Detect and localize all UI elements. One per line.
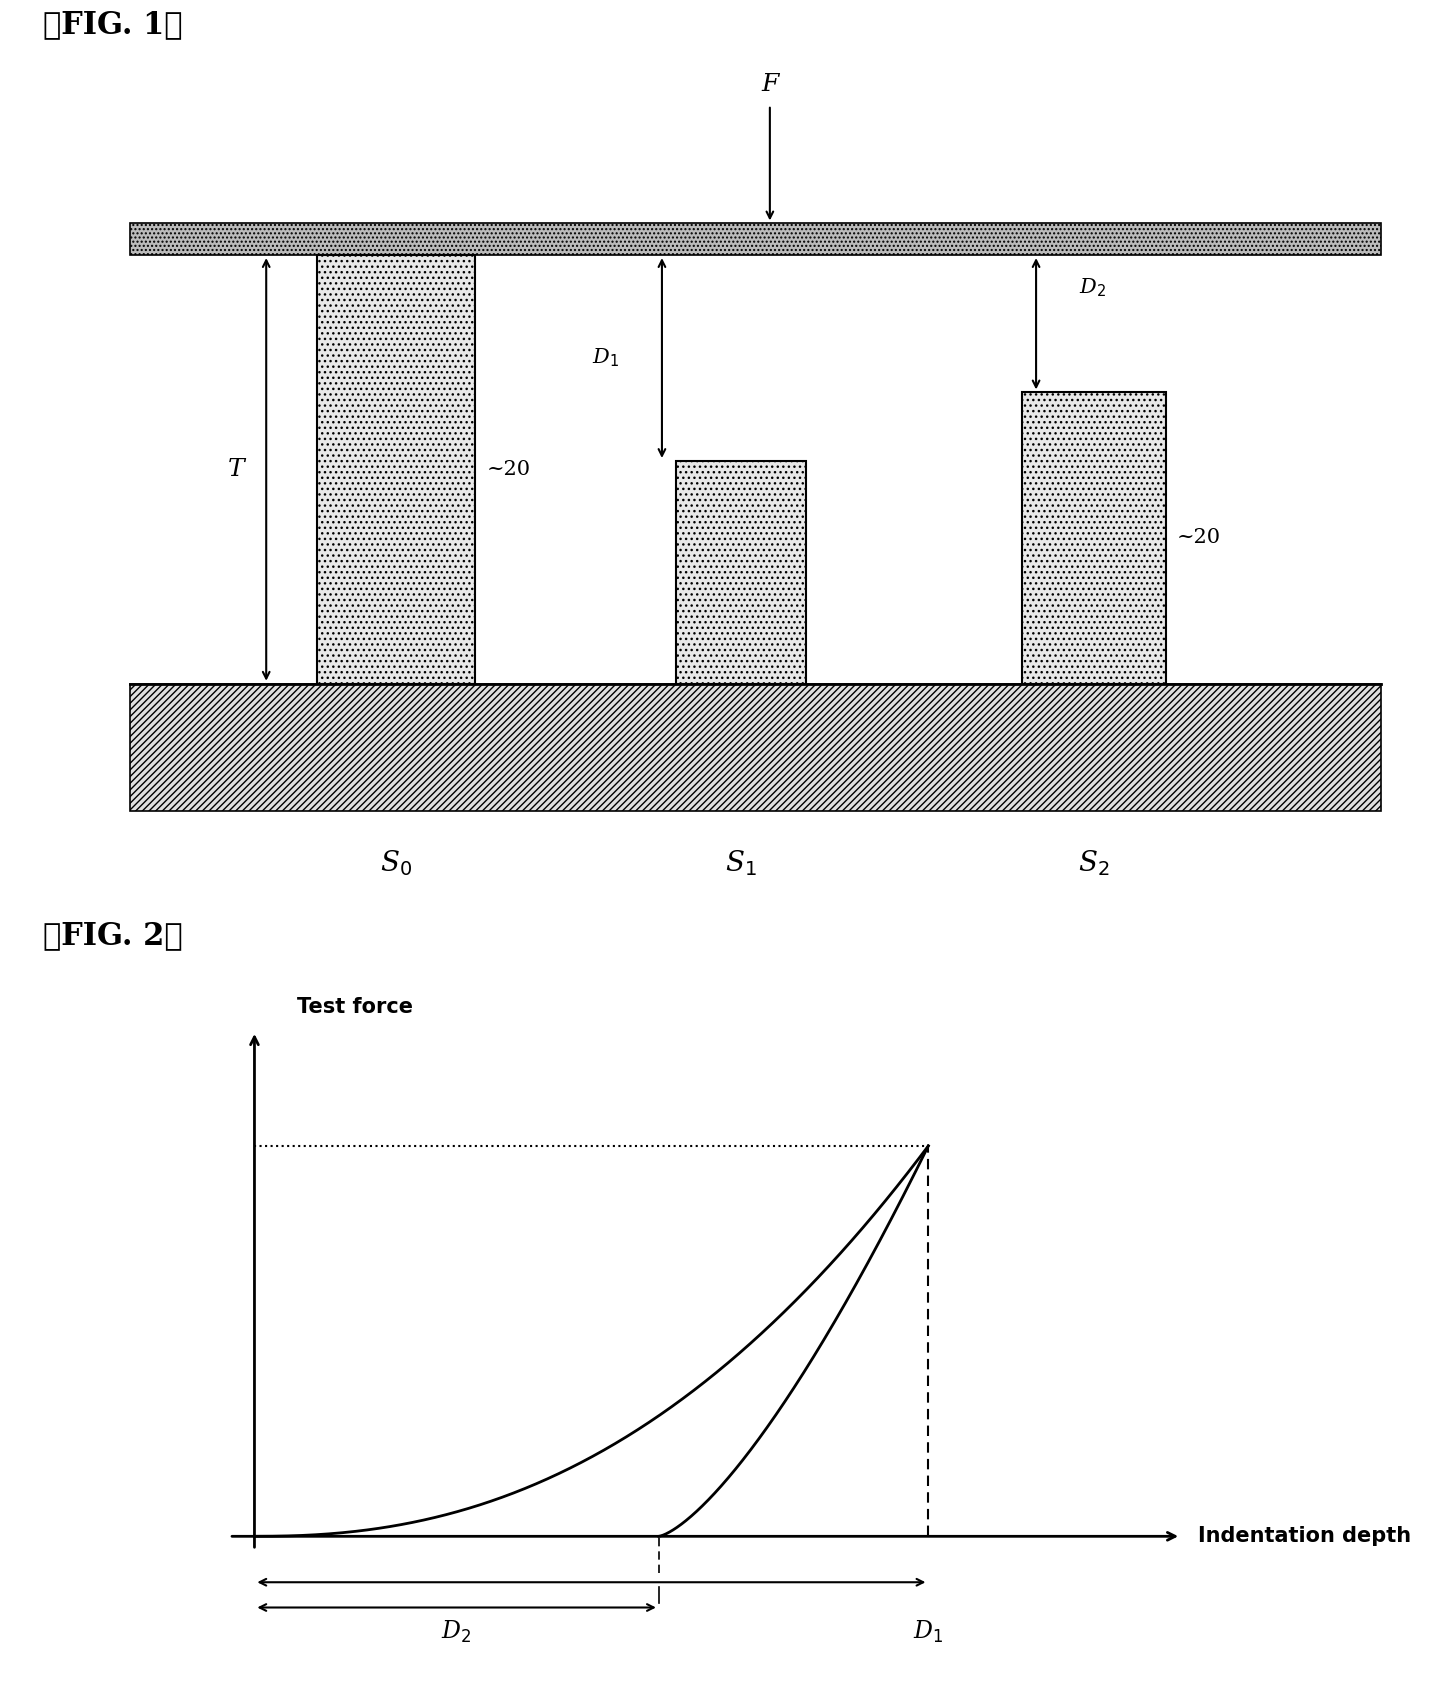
Text: T: T [227,457,245,481]
Text: 【FIG. 1】: 【FIG. 1】 [43,8,183,41]
Text: D$_2$: D$_2$ [442,1619,472,1646]
Bar [130,684,1381,812]
Text: D$_1$: D$_1$ [914,1619,944,1646]
Text: Indentation depth: Indentation depth [1197,1526,1412,1546]
Text: Test force: Test force [296,998,413,1018]
Text: D$_2$: D$_2$ [1079,277,1107,299]
Text: ~20: ~20 [486,459,531,479]
Text: D$_1$: D$_1$ [591,346,619,370]
Bar [676,461,806,684]
Bar [1022,392,1166,684]
Text: S$_0$: S$_0$ [380,847,412,878]
Bar [130,223,1381,255]
Text: F: F [761,73,778,96]
Text: S$_2$: S$_2$ [1078,847,1109,878]
Text: S$_1$: S$_1$ [725,847,757,878]
Bar [317,255,475,684]
Text: ~20: ~20 [1177,528,1222,547]
Text: 【FIG. 2】: 【FIG. 2】 [43,920,183,950]
